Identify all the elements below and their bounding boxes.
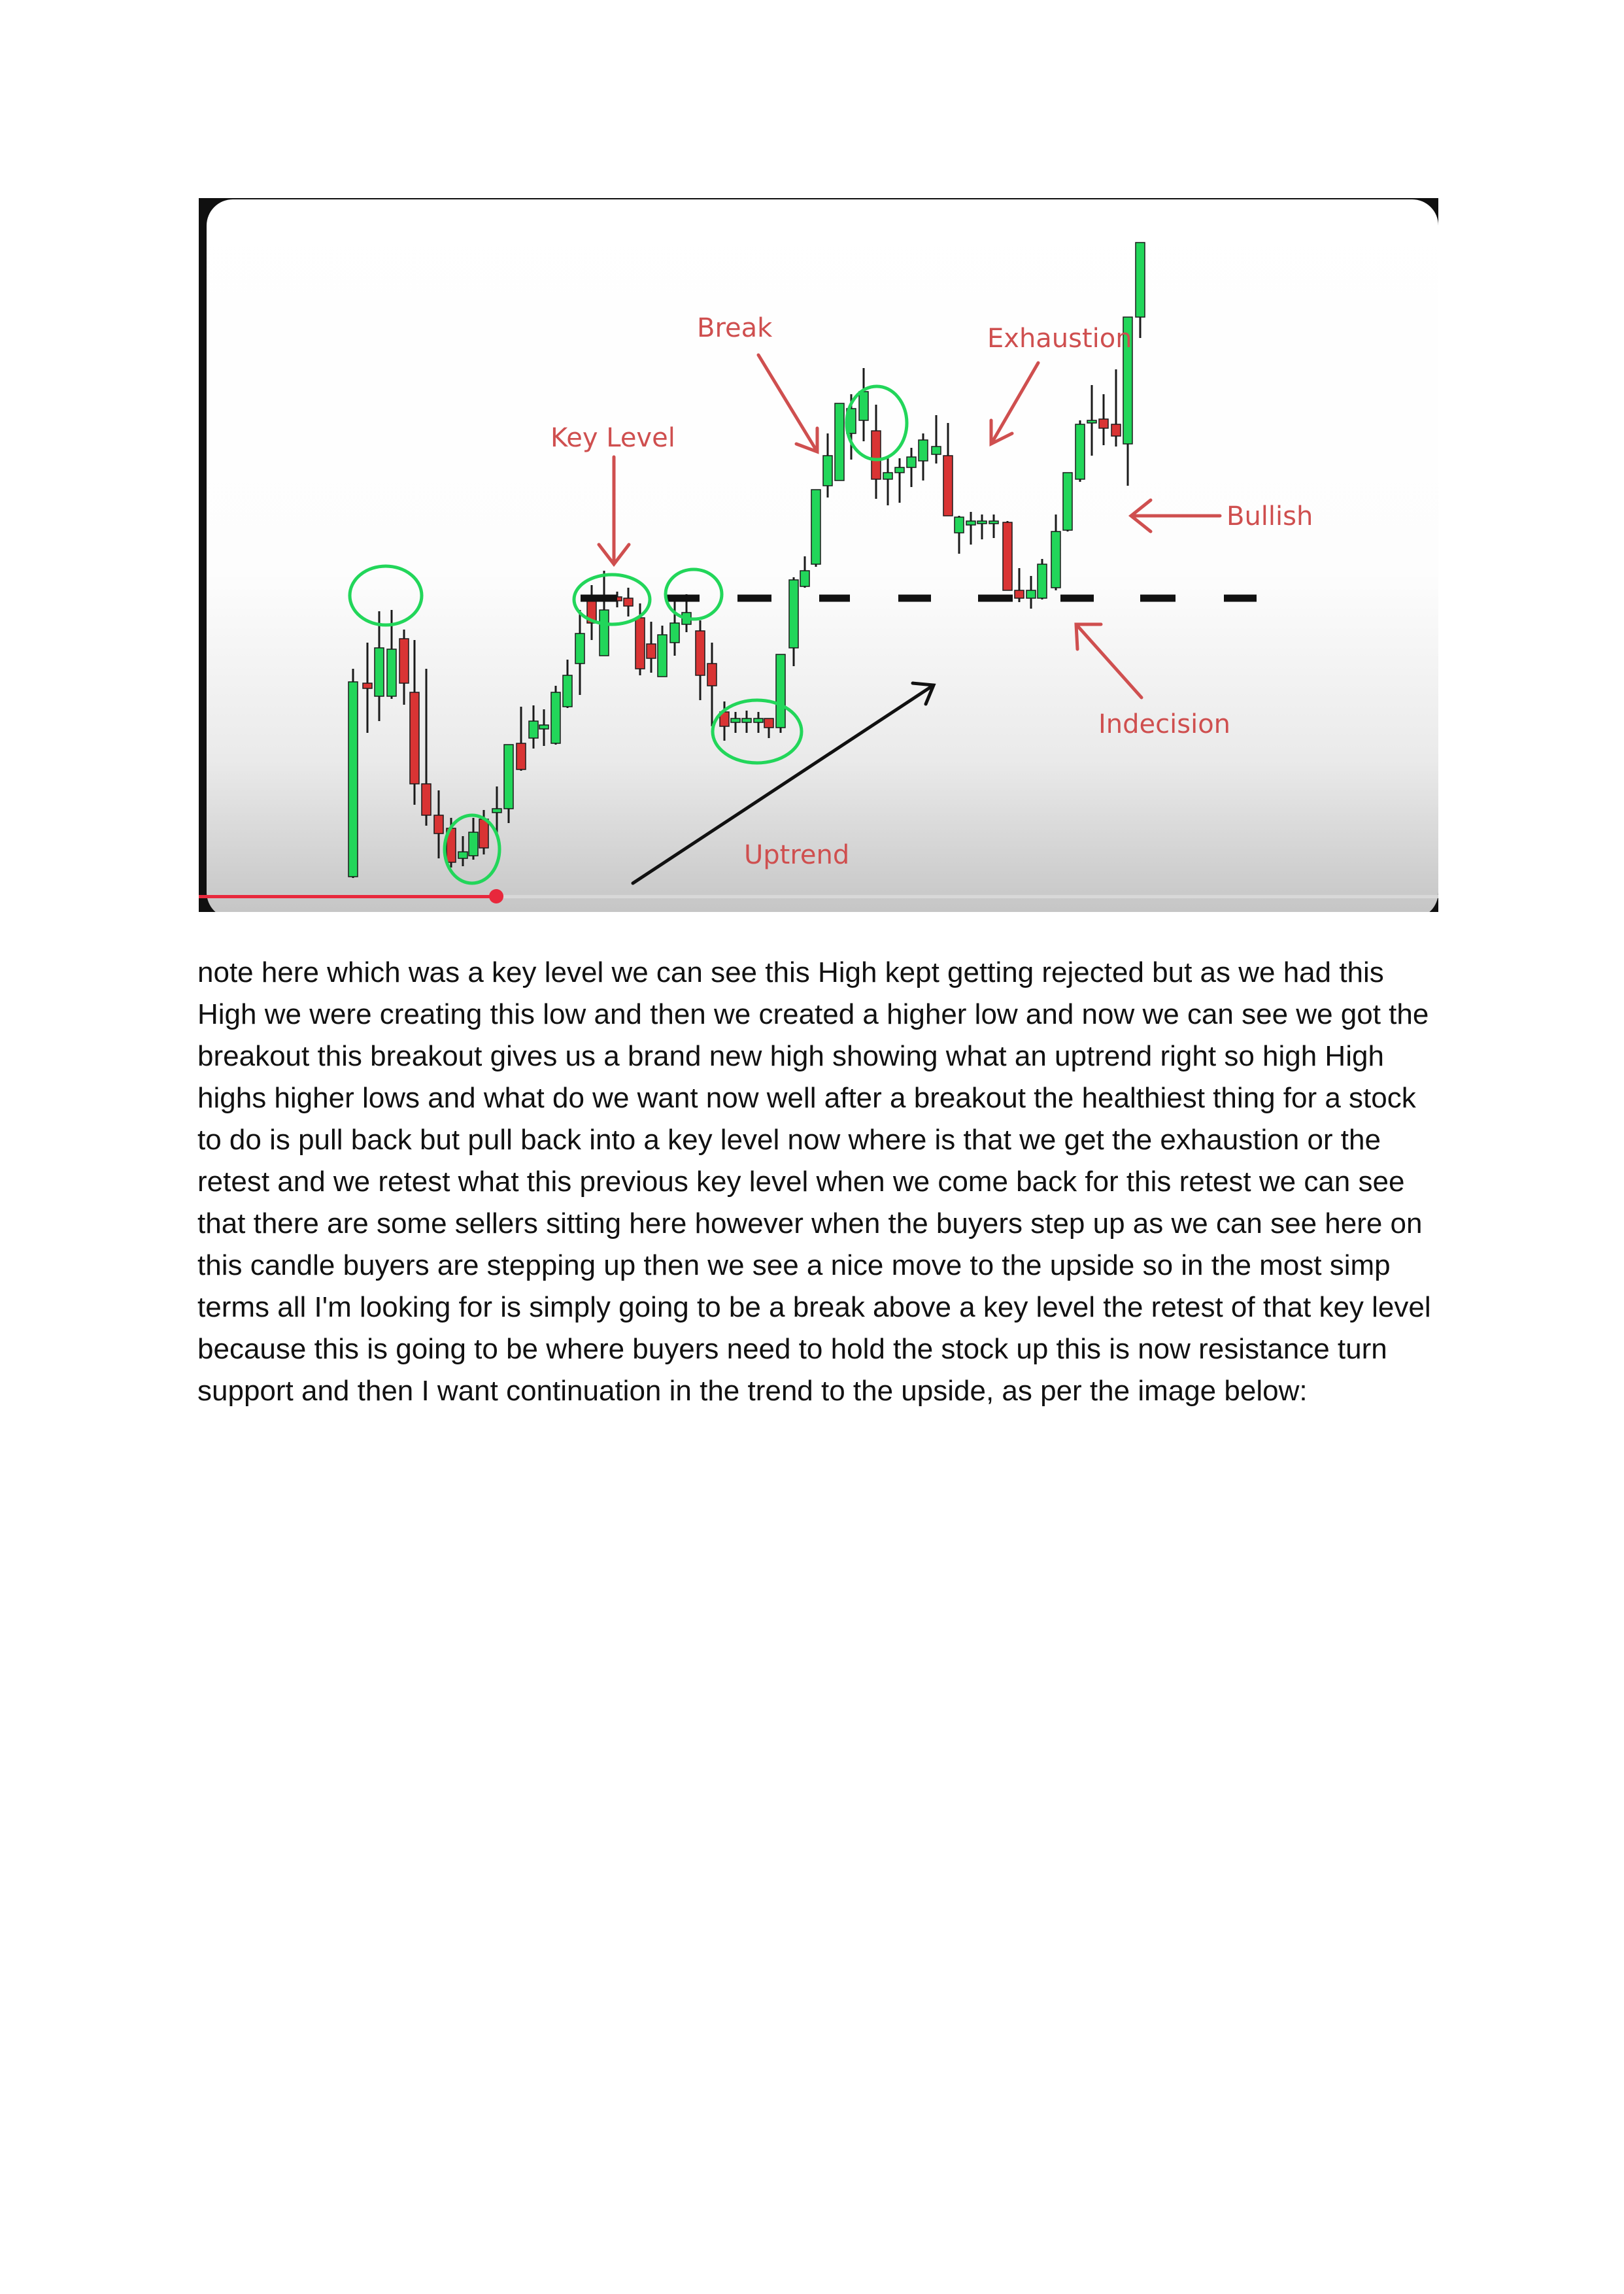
- bearish-candle: [1111, 424, 1121, 437]
- bullish-candle: [1051, 531, 1061, 588]
- bearish-candle: [1002, 522, 1013, 591]
- circle-high-2: [572, 573, 652, 626]
- chart-background: [207, 199, 1438, 912]
- bearish-candle: [1098, 418, 1109, 429]
- bearish-candle: [362, 683, 373, 689]
- bullish-candle: [918, 439, 928, 462]
- bullish-arrow: [1128, 498, 1222, 533]
- bearish-candle: [943, 455, 953, 516]
- bearish-candle: [433, 815, 444, 834]
- bullish-candle: [977, 520, 987, 524]
- bearish-candle: [623, 598, 634, 607]
- uptrend-label: Uptrend: [744, 840, 849, 870]
- bullish-candle: [374, 647, 384, 697]
- progress-track: [199, 895, 1438, 898]
- bearish-candle: [707, 663, 717, 686]
- bullish-candle: [550, 692, 561, 744]
- bullish-candle: [1123, 316, 1133, 445]
- bullish-candle: [669, 622, 680, 643]
- bullish-candle: [503, 744, 514, 809]
- bullish-candle: [492, 808, 502, 813]
- bearish-candle: [764, 718, 774, 728]
- bearish-candle: [1014, 590, 1024, 599]
- bearish-candle: [399, 638, 409, 684]
- bullish-candle: [599, 609, 609, 656]
- bullish-candle: [894, 467, 905, 473]
- key-level-arrow: [597, 455, 631, 567]
- circle-low-1: [443, 813, 501, 885]
- bullish-candle: [883, 472, 893, 480]
- chart-screenshot: Break Exhaustion Key Level Bullish Indec…: [199, 198, 1438, 912]
- bullish-candle: [966, 520, 976, 526]
- indecision-arrow: [1074, 622, 1143, 700]
- bullish-candle: [741, 718, 752, 723]
- break-arrow: [756, 353, 819, 454]
- candles-group: [348, 242, 1145, 878]
- uptrend-arrow: [631, 681, 936, 885]
- bearish-candle: [871, 430, 881, 480]
- bullish-candle: [753, 718, 764, 723]
- bullish-candle: [931, 446, 941, 455]
- bullish-candle: [800, 570, 810, 587]
- bullish-candle: [989, 520, 999, 524]
- bullish-candle: [1062, 472, 1073, 531]
- bullish-candle: [562, 675, 573, 707]
- bullish-label: Bullish: [1226, 501, 1313, 531]
- bullish-candle: [348, 681, 358, 877]
- bearish-candle: [479, 818, 489, 849]
- exhaustion-arrow: [989, 361, 1040, 447]
- circle-low-2: [711, 698, 804, 765]
- key-level-label: Key Level: [550, 423, 675, 453]
- bullish-candle: [858, 391, 869, 421]
- candlestick-diagram: Break Exhaustion Key Level Bullish Indec…: [199, 199, 1438, 912]
- bullish-candle: [822, 455, 833, 486]
- bullish-candle: [657, 634, 668, 677]
- bearish-candle: [516, 743, 526, 770]
- bullish-candle: [788, 579, 799, 649]
- video-progress-bar[interactable]: [199, 889, 1438, 903]
- bearish-candle: [646, 643, 656, 659]
- bullish-candle: [954, 516, 964, 533]
- bearish-candle: [695, 630, 705, 676]
- bullish-candle: [458, 851, 468, 859]
- bullish-candle: [575, 633, 585, 664]
- bullish-candle: [1075, 424, 1085, 480]
- exhaustion-label: Exhaustion: [987, 324, 1132, 354]
- bearish-candle: [409, 692, 420, 784]
- bullish-candle: [811, 489, 821, 565]
- progress-fill: [199, 895, 497, 898]
- annotation-arrows: [597, 353, 1222, 700]
- circle-high-1: [348, 564, 424, 627]
- bullish-candle: [528, 720, 539, 739]
- bullish-candle: [1037, 564, 1047, 599]
- bullish-candle: [539, 724, 549, 730]
- bullish-candle: [468, 832, 479, 856]
- circle-high-3: [664, 567, 724, 621]
- bullish-candle: [775, 654, 786, 728]
- highlight-circles: [348, 384, 909, 885]
- bullish-candle: [1135, 242, 1145, 318]
- body-paragraph: note here which was a key level we can s…: [197, 956, 1431, 1407]
- bullish-candle: [1026, 590, 1036, 599]
- bearish-candle: [421, 783, 431, 816]
- indecision-label: Indecision: [1098, 709, 1230, 739]
- progress-scrubber-handle[interactable]: [489, 889, 504, 903]
- bullish-candle: [730, 718, 741, 723]
- circle-break-high: [845, 384, 909, 462]
- bullish-candle: [386, 649, 397, 697]
- break-label: Break: [697, 313, 773, 343]
- bullish-candle: [1087, 420, 1097, 424]
- bullish-candle: [834, 403, 845, 481]
- bearish-candle: [635, 617, 645, 669]
- bullish-candle: [906, 456, 917, 468]
